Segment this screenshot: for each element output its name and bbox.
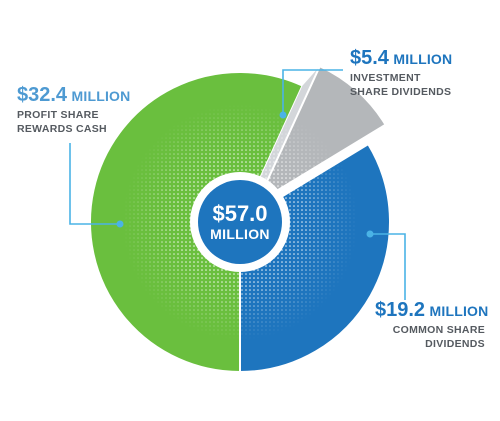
profit-share-label-line-2: REWARDS CASH (17, 123, 107, 135)
profit-share-leader (69, 143, 120, 225)
label-investment-share: $5.4 MILLION INVESTMENT SHARE DIVIDENDS (350, 48, 452, 99)
profit-share-label-line-1: PROFIT SHARE (17, 109, 99, 121)
investment-share-leader (282, 69, 343, 115)
center-total-amount: $57.0 (212, 201, 268, 226)
label-common-share: $19.2 MILLION COMMON SHARE DIVIDENDS (375, 299, 488, 351)
investment-share-label-line-1: INVESTMENT (350, 72, 421, 84)
common-share-label-line-2: DIVIDENDS (425, 338, 485, 350)
profit-share-amount: $32.4 (17, 84, 68, 106)
investment-share-label-line-2: SHARE DIVIDENDS (350, 86, 452, 98)
common-share-leader-dot (366, 230, 374, 238)
label-profit-share: $32.4 MILLION PROFIT SHARE REWARDS CASH (17, 85, 130, 136)
center-total: $57.0 MILLION (200, 190, 280, 243)
profit-share-unit: MILLION (71, 88, 131, 104)
common-share-leader (370, 233, 406, 300)
investment-share-amount: $5.4 (350, 47, 389, 69)
center-total-unit: MILLION (210, 226, 270, 242)
profit-share-leader-dot (116, 220, 124, 228)
investment-share-unit: MILLION (393, 51, 453, 67)
center-disc (198, 180, 282, 264)
common-share-label-line-1: COMMON SHARE (392, 324, 485, 336)
investment-share-leader-dot (279, 111, 287, 119)
common-share-unit: MILLION (429, 303, 489, 319)
common-share-amount: $19.2 (375, 299, 426, 321)
